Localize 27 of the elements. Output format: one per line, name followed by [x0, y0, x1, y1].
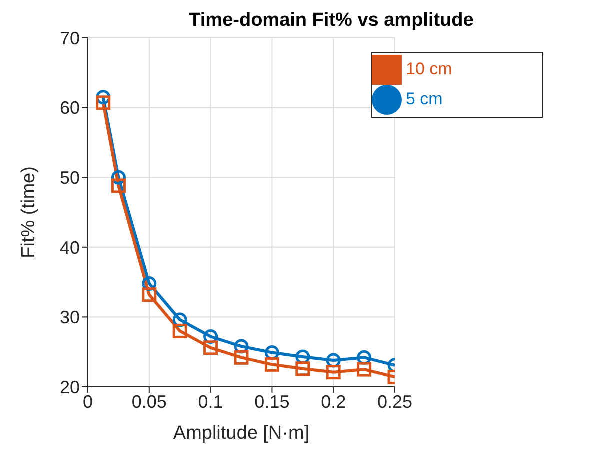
x-axis-title: Amplitude [N·m]: [173, 423, 310, 444]
point: [204, 340, 218, 356]
point: [264, 357, 280, 372]
y-tick-label: 50: [60, 168, 80, 188]
x-tick-label: 0.1: [198, 392, 224, 412]
point: [96, 96, 111, 110]
x-tick-label: 0.25: [377, 392, 413, 412]
point: [357, 362, 372, 377]
x-tick-label: 0.05: [132, 392, 167, 412]
chart-title: Time-domain Fit% vs amplitude: [188, 10, 475, 32]
y-axis-title: Fit% (time): [18, 166, 40, 258]
point: [326, 365, 341, 380]
x-tick-label: 0.15: [254, 392, 290, 412]
y-tick-label: 70: [60, 28, 80, 48]
x-tick-label: 0.2: [321, 392, 346, 412]
point: [142, 288, 157, 302]
point: [111, 178, 126, 194]
x-tick-label: 0: [82, 392, 94, 412]
point: [172, 324, 188, 338]
y-tick-label: 20: [60, 377, 80, 398]
point: [234, 350, 249, 365]
legend-label: 5 cm: [406, 89, 443, 108]
y-tick-label: 60: [60, 98, 80, 118]
point: [296, 362, 310, 376]
legend-label: 10 cm: [406, 59, 452, 78]
y-tick-label: 40: [60, 238, 80, 258]
y-tick-label: 30: [60, 308, 80, 328]
